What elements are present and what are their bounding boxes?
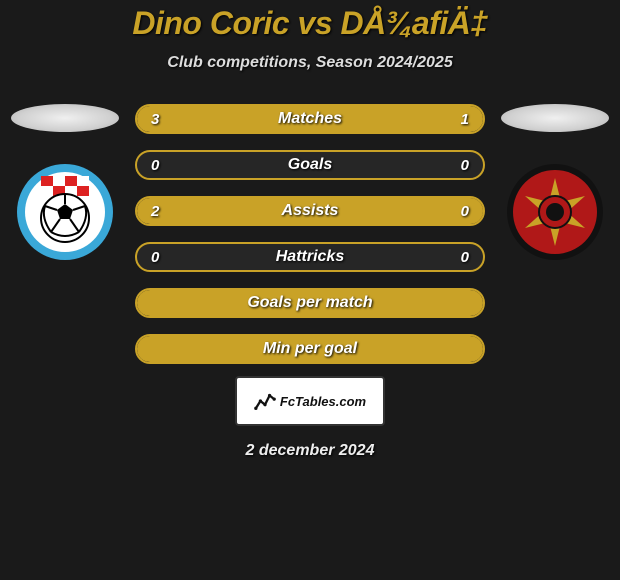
page-title: Dino Coric vs DÅ¾afiÄ‡ bbox=[0, 5, 620, 42]
stat-fill-left bbox=[137, 106, 397, 132]
stat-value-right: 0 bbox=[461, 157, 469, 174]
stat-value-right: 0 bbox=[461, 203, 469, 220]
stat-label: Goals bbox=[288, 156, 332, 174]
right-club-badge-svg bbox=[505, 162, 605, 262]
stat-label: Hattricks bbox=[276, 248, 344, 266]
chart-icon bbox=[254, 390, 276, 412]
stat-label: Matches bbox=[278, 110, 342, 128]
left-club-badge bbox=[15, 162, 115, 262]
stat-value-left: 2 bbox=[151, 203, 159, 220]
stat-value-left: 0 bbox=[151, 249, 159, 266]
stats-column: 3 1 Matches 0 0 Goals 2 0 Assists 0 0 Hattricks Goal… bbox=[135, 104, 485, 364]
stat-bar: 3 1 Matches bbox=[135, 104, 485, 134]
stat-label: Goals per match bbox=[247, 294, 372, 312]
right-player-col bbox=[495, 104, 615, 262]
stat-value-left: 0 bbox=[151, 157, 159, 174]
brand-watermark[interactable]: FcTables.com bbox=[235, 376, 385, 426]
stat-fill-right bbox=[397, 106, 484, 132]
date-line: 2 december 2024 bbox=[0, 442, 620, 460]
stat-bar: Goals per match bbox=[135, 288, 485, 318]
page-subtitle: Club competitions, Season 2024/2025 bbox=[0, 54, 620, 72]
stat-bar: 0 0 Goals bbox=[135, 150, 485, 180]
left-avatar-placeholder bbox=[11, 104, 119, 132]
stat-value-right: 1 bbox=[461, 111, 469, 128]
left-player-col bbox=[5, 104, 125, 262]
stat-label: Assists bbox=[282, 202, 339, 220]
main-row: 3 1 Matches 0 0 Goals 2 0 Assists 0 0 Hattricks Goal… bbox=[0, 104, 620, 364]
right-club-badge bbox=[505, 162, 605, 262]
stat-bar: Min per goal bbox=[135, 334, 485, 364]
comparison-card: Dino Coric vs DÅ¾afiÄ‡ Club competitions… bbox=[0, 0, 620, 460]
stat-bar: 2 0 Assists bbox=[135, 196, 485, 226]
stat-bar: 0 0 Hattricks bbox=[135, 242, 485, 272]
right-avatar-placeholder bbox=[501, 104, 609, 132]
stat-value-left: 3 bbox=[151, 111, 159, 128]
brand-text: FcTables.com bbox=[280, 394, 366, 409]
left-club-badge-svg bbox=[15, 162, 115, 262]
stat-label: Min per goal bbox=[263, 340, 357, 358]
stat-value-right: 0 bbox=[461, 249, 469, 266]
